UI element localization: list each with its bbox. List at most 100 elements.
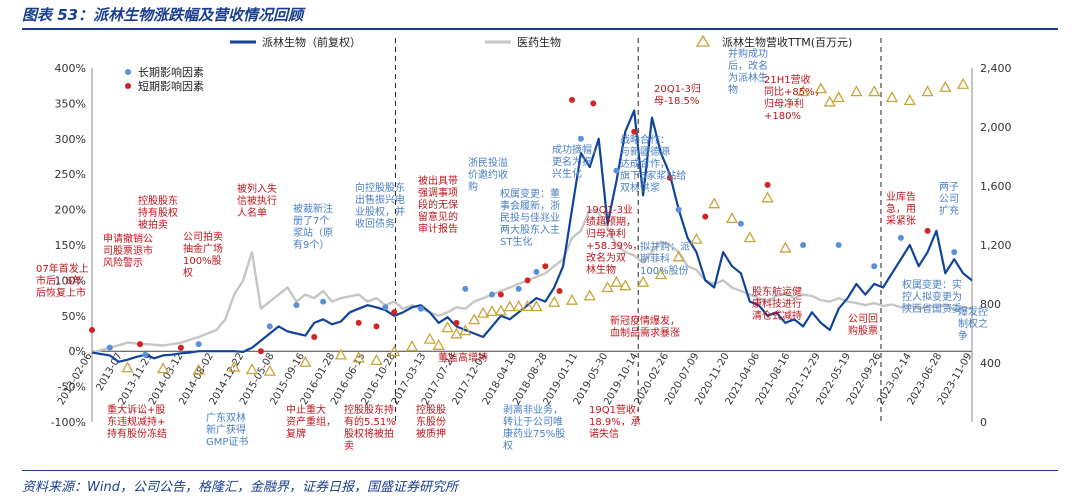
annotation-line: 成功摘帽， xyxy=(552,143,602,156)
revenue-triangle xyxy=(512,300,525,312)
annotation-line: 康药业75%股 xyxy=(503,427,565,440)
revenue-triangles xyxy=(121,77,970,376)
annotation-line: 东股份 xyxy=(416,415,446,428)
event-dot xyxy=(142,351,149,358)
annotation-line: 公司回 xyxy=(848,313,878,325)
y-right-tick-label: 1,600 xyxy=(980,180,1012,193)
event-dot xyxy=(320,298,327,305)
annotation-line: 21H1营收 xyxy=(764,73,811,86)
event-dot xyxy=(897,234,904,241)
source-note: 资料来源：Wind，公司公告，格隆汇，金融界，证券日报，国盛证券研究所 xyxy=(22,480,458,495)
annotation-line: 采紧张 xyxy=(886,215,916,227)
event-dot xyxy=(556,288,563,295)
event-dot xyxy=(800,242,807,248)
annotation-line: 被裁新注 xyxy=(293,202,333,215)
annotation-line: 控股股东 xyxy=(138,194,178,207)
event-dot xyxy=(106,344,113,351)
annotation-line: 双林供浆 xyxy=(620,181,660,194)
event-dot xyxy=(266,323,273,330)
y-right-tick-label: 0 xyxy=(980,416,987,429)
y-right-tick-label: 800 xyxy=(980,298,1001,311)
chart: -100% -50% 0% 50% 100% 150% 200% 250% 300% 350% 40… xyxy=(36,34,1012,452)
revenue-triangle xyxy=(477,306,490,318)
legend-label: 短期影响因素 xyxy=(138,79,204,93)
y-axis-right: 0 400 800 1,200 1,600 2,000 2,400 xyxy=(980,62,1012,429)
annotation-red: 19Q1-3业绩超预期，归母净利+58.39%，改名为双林生物 xyxy=(586,204,643,276)
annotation-line: 股权将被拍 xyxy=(344,427,394,440)
event-dot xyxy=(524,277,531,284)
annotation-line: 兴生化 xyxy=(552,167,582,180)
annotation-line: 持有股份冻结 xyxy=(107,427,167,440)
annotation-blue: 广东双林新广获得 GMP证书 xyxy=(206,411,248,448)
annotation-red: 董监高增持 xyxy=(438,351,488,364)
annotation-line: 改名为双 xyxy=(586,251,626,264)
figure-title: 图表 53：派林生物涨跌幅及营收情况回顾 xyxy=(22,6,304,24)
event-dot xyxy=(497,291,504,298)
annotation-line: 拟并购：派 xyxy=(640,240,690,253)
annotation-line: 抽金广场 xyxy=(183,242,223,255)
revenue-triangle xyxy=(583,289,596,301)
event-dot xyxy=(569,96,575,103)
annotation-red: 重大诉讼+股东违规减持+持有股份冻结 xyxy=(107,403,167,440)
annotation-line: 爆发控 xyxy=(958,305,988,318)
annotation-line: 控股股东持 xyxy=(344,403,394,416)
annotation-line: 18.9%，承 xyxy=(589,416,641,428)
event-dot xyxy=(533,268,540,275)
event-dot xyxy=(89,326,95,333)
annotation-line: 被列入失 xyxy=(237,182,277,195)
y-right-tick-label: 2,400 xyxy=(980,62,1012,75)
event-dot xyxy=(391,309,398,316)
revenue-triangle xyxy=(814,82,827,94)
annotation-blue: 并购成功后，改名为派林生物 xyxy=(728,47,768,96)
annotation-line: 达成合作， xyxy=(620,157,670,170)
annotations: 07年首发上市后，6年后恢复上市申请撤销公司股票退市风险警示控股股东持有股权被拍… xyxy=(36,47,988,452)
legend: 派林生物（前复权） 医药生物 派林生物营收TTM(百万元) xyxy=(230,34,852,49)
annotation-line: 同比+85%， xyxy=(764,86,825,98)
annotation-line: 申请撤销公 xyxy=(103,232,153,245)
annotation-line: 风险警示 xyxy=(103,256,143,269)
annotation-blue: 战略合作：与新疆德源达成合作，旗下5家浆站给双林供浆 xyxy=(620,133,686,194)
annotation-line: 控股股 xyxy=(416,403,446,416)
dashed-dividers xyxy=(394,38,882,422)
annotation-line: 两子 xyxy=(939,181,959,193)
revenue-triangle xyxy=(388,345,401,357)
event-markers xyxy=(89,96,958,358)
revenue-triangle xyxy=(850,85,863,97)
event-dot xyxy=(613,167,620,174)
annotation-line: 权属变更：董 xyxy=(500,187,560,200)
annotation-line: 被出具带 xyxy=(418,174,458,187)
annotation-line: 向控股股东 xyxy=(355,181,405,194)
revenue-triangle xyxy=(352,351,365,363)
legend-label: 派林生物（前复权） xyxy=(262,35,361,49)
annotation-blue: 两子公司扩充 xyxy=(939,181,959,217)
revenue-triangle xyxy=(503,300,516,312)
annotation-line: 19Q1-3业 xyxy=(586,204,633,216)
revenue-triangle xyxy=(405,340,419,352)
annotation-line: 急，用 xyxy=(886,202,916,215)
annotation-line: 归母净利 xyxy=(764,97,804,110)
annotation-line: 战略合作： xyxy=(620,133,670,146)
event-dot xyxy=(462,285,469,292)
annotation-red: 21H1营收同比+85%，归母净利+180% xyxy=(764,73,825,122)
annotation-line: 权属变更：实 xyxy=(902,278,962,291)
annotation-red: 申请撤销公司股票退市风险警示 xyxy=(103,232,153,269)
annotation-line: 购 xyxy=(468,180,478,193)
event-dot xyxy=(515,285,522,292)
annotation-line: 审计报告 xyxy=(418,222,458,235)
revenue-triangle xyxy=(121,361,134,373)
annotation-line: 有9个） xyxy=(293,238,329,251)
legend-dot xyxy=(125,69,131,75)
y-left-tick-label: 150% xyxy=(55,239,86,252)
annotation-line: 董监高增持 xyxy=(438,351,488,364)
revenue-triangle xyxy=(423,332,436,344)
annotation-red: 中止重大资产重组，复牌 xyxy=(286,403,336,440)
revenue-triangle xyxy=(468,313,481,325)
event-dot xyxy=(373,323,380,330)
legend-dot xyxy=(125,83,131,89)
annotation-line: 陕西省国资委 xyxy=(902,302,962,315)
revenue-triangle xyxy=(494,304,507,316)
annotation-red: 新冠疫情爆发，血制品需求暴涨 xyxy=(610,314,680,339)
revenue-triangle xyxy=(957,77,970,89)
annotation-red: 公司拍卖抽金广场 100%股权 xyxy=(183,230,223,279)
